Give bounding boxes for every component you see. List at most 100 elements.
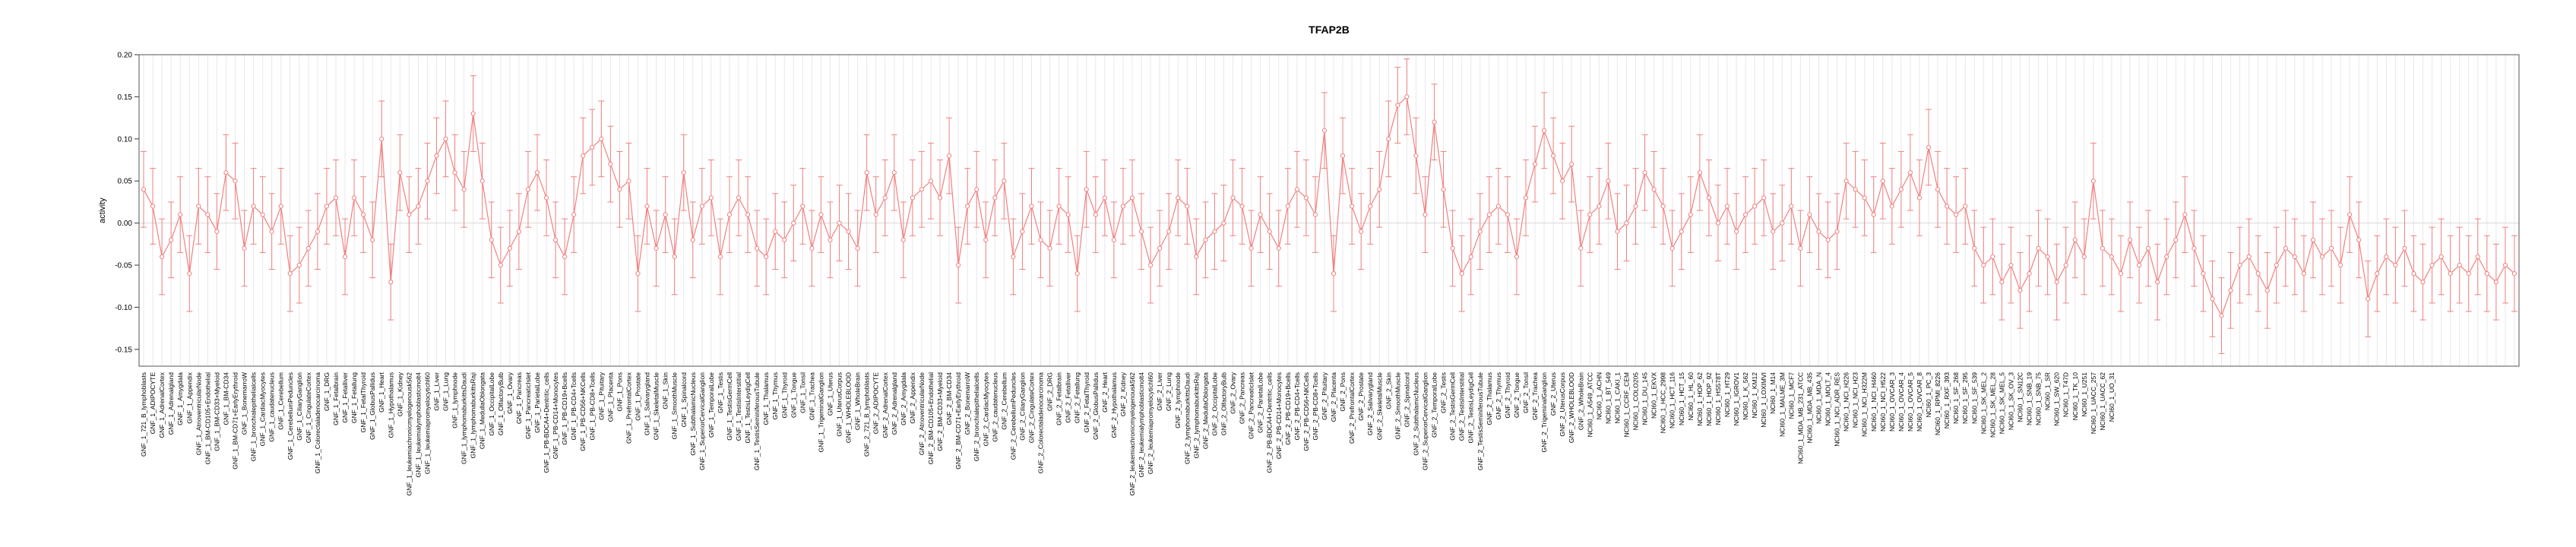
- data-point: [1102, 195, 1107, 201]
- data-point: [1459, 271, 1464, 277]
- data-point: [562, 254, 568, 260]
- data-point: [498, 262, 503, 268]
- data-point: [1816, 229, 1821, 234]
- data-points: [141, 94, 2517, 318]
- data-point: [983, 237, 989, 242]
- x-tick-label: GNF_2_WHOLEBLOOD: [1568, 372, 1575, 443]
- x-tick-label: GNF_1_PancreaticIslet: [524, 372, 532, 439]
- x-tick-label: GNF_2_caudatenucleus: [991, 372, 998, 442]
- x-tick-label: GNF_2_PB-CD8+Tcells: [1312, 372, 1319, 441]
- data-point: [2328, 245, 2334, 251]
- x-tick-label: GNF_2_TestisSeminiferousTubule: [1476, 372, 1484, 470]
- data-point: [1093, 212, 1098, 217]
- data-point: [1945, 204, 1950, 209]
- x-tick-label: NCI60_1_SR: [2044, 372, 2052, 410]
- data-point: [214, 229, 220, 234]
- x-tick-label: GNF_2_BM-CD105+Endothelial: [927, 372, 935, 464]
- data-point: [1413, 153, 1419, 159]
- x-tick-label: GNF_1_BonemarroW: [241, 372, 248, 435]
- data-point: [644, 204, 650, 209]
- x-tick-label: NCI60_1_SNB_75: [2035, 372, 2043, 425]
- data-point: [2127, 237, 2133, 242]
- data-point: [1340, 153, 1346, 159]
- x-tick-label: GNF_1_lymphomaburkittsRaji: [470, 372, 477, 458]
- data-point: [1230, 195, 1236, 201]
- x-tick-label: GNF_1_Tonsil: [799, 372, 806, 413]
- data-point: [1011, 254, 1016, 260]
- data-point: [1185, 204, 1190, 209]
- data-point: [773, 229, 778, 234]
- x-tick-label: GNF_1_Kidney: [396, 372, 403, 416]
- x-tick-label: GNF_2_TestisGermCell: [1449, 372, 1457, 441]
- x-tick-label: GNF_2_leukemiachronicmyelogenousk562: [1128, 372, 1136, 496]
- data-point: [525, 187, 531, 192]
- x-tick-label: GNF_2_Thalamus: [1486, 372, 1493, 425]
- x-tick-label: GNF_2_PB-CD56+NKCells: [1302, 372, 1310, 451]
- x-tick-label: GNF_1_BM-CD71+EarlyErythroid: [231, 372, 239, 470]
- data-point: [178, 212, 183, 217]
- data-point: [2484, 271, 2489, 277]
- x-tick-label: NCI60_1_T47D: [2062, 372, 2070, 417]
- data-point: [2356, 237, 2362, 242]
- data-point: [690, 237, 695, 242]
- data-point: [416, 204, 421, 209]
- data-point: [507, 245, 512, 251]
- x-tick-label: GNF_1_UterusCorpus: [836, 372, 843, 437]
- data-point: [2228, 288, 2233, 293]
- x-tick-label: NCI60_1_HT29: [1723, 372, 1731, 417]
- data-point: [1038, 237, 1043, 242]
- x-tick-label: NCI60_1_UACC_257: [2090, 372, 2097, 435]
- x-tick-label: GNF_2_PancreaticIslet: [1248, 372, 1255, 439]
- x-tick-label: GNF_1_OlfactoryBulb: [497, 372, 505, 435]
- data-point: [1807, 212, 1812, 217]
- x-tick-label: NCI60_1_IGROV1: [1733, 372, 1740, 426]
- x-tick-label: GNF_1_CiliaryGanglion: [296, 372, 303, 441]
- x-tick-label: GNF_1_MedullaOblongata: [479, 372, 486, 449]
- data-point: [818, 212, 824, 217]
- data-point: [626, 179, 631, 184]
- data-point: [379, 136, 385, 141]
- x-tick-label: GNF_2_Tongue: [1513, 372, 1521, 418]
- x-tick-label: GNF_2_lymphnode: [1174, 372, 1182, 428]
- data-point: [1981, 262, 1986, 268]
- x-tick-label: GNF_2_Amygdala: [900, 372, 907, 425]
- x-tick-label: GNF_1_TrigeminalGanglion: [817, 372, 824, 453]
- data-point: [2173, 237, 2179, 242]
- data-point: [1541, 128, 1547, 133]
- data-point: [1239, 204, 1245, 209]
- data-point: [1486, 212, 1492, 217]
- x-tick-label: GNF_1_leukemiapromyelocytichl60: [423, 372, 431, 474]
- data-point: [351, 195, 357, 201]
- x-tick-label: GNF_1_Ovary: [506, 372, 514, 414]
- data-point: [2475, 254, 2480, 260]
- x-tick-label: NCI60_1_NCI_H460: [1870, 372, 1878, 432]
- x-tick-label: GNF_2_721_B_lymphoblasts: [863, 372, 871, 457]
- data-point: [388, 280, 394, 285]
- x-tick-label: GNF_1_SuperiorCervicalGanglion: [698, 372, 706, 470]
- x-tick-label: GNF_1_ParietalLobe: [533, 372, 541, 433]
- data-point: [1834, 229, 1840, 234]
- data-point: [1624, 220, 1629, 226]
- data-point: [891, 170, 897, 175]
- x-tick-label: NCI60_1_MDA_MB_231_ATCC: [1796, 372, 1804, 464]
- x-tick-label: GNF_1_Thyroid: [780, 372, 788, 419]
- x-tick-label: NCI60_1_SK_OV_3: [2007, 372, 2014, 430]
- data-point: [315, 229, 320, 234]
- x-tick-label: NCI60_1_HOP_62: [1696, 372, 1704, 426]
- data-point: [1532, 161, 1538, 167]
- x-tick-label: GNF_1_Hypothalamus: [387, 372, 394, 438]
- data-point: [992, 195, 998, 201]
- data-point: [2274, 262, 2279, 268]
- data-point: [196, 204, 201, 209]
- data-point: [681, 170, 686, 175]
- x-tick-label: GNF_2_Spinalcord: [1403, 372, 1410, 428]
- data-point: [425, 179, 430, 184]
- data-point: [1359, 229, 1364, 234]
- data-point: [187, 271, 192, 277]
- x-tick-label: GNF_1_Uterus: [826, 372, 834, 416]
- x-tick-label: GNF_1_Lung: [442, 372, 450, 411]
- data-point: [571, 212, 577, 217]
- data-point: [260, 212, 265, 217]
- data-point: [782, 237, 787, 242]
- data-point: [160, 254, 165, 260]
